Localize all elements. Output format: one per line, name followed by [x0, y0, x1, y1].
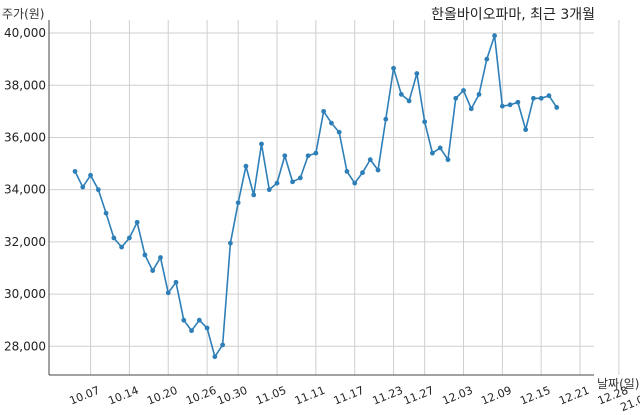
- data-point: [554, 105, 560, 110]
- grid-layer: [49, 20, 620, 375]
- chart-title: 한올바이오파마, 최근 3개월: [431, 7, 595, 23]
- data-point: [367, 157, 373, 163]
- data-point: [72, 169, 78, 174]
- data-point: [126, 235, 132, 241]
- x-tick-label: 10.20: [145, 384, 179, 408]
- data-point: [546, 93, 552, 99]
- x-tick-label: 11.11: [293, 384, 327, 408]
- data-point: [158, 255, 163, 260]
- data-point: [142, 252, 148, 258]
- y-tick-label: 30,000: [4, 287, 46, 301]
- data-point: [461, 88, 466, 93]
- data-point: [119, 244, 125, 250]
- data-point: [220, 342, 226, 348]
- data-point: [391, 65, 396, 71]
- data-point: [103, 210, 109, 216]
- data-point: [422, 119, 428, 125]
- data-point: [228, 240, 233, 246]
- data-point: [259, 141, 264, 147]
- data-point: [111, 235, 117, 241]
- data-point: [196, 317, 202, 323]
- data-point: [515, 99, 521, 105]
- x-axis-label: 날짜(일): [597, 377, 639, 391]
- data-point: [313, 150, 319, 156]
- data-point: [329, 120, 334, 126]
- x-tick-label: 12.21: [557, 384, 591, 408]
- y-tick-label: 28,000: [4, 339, 46, 353]
- series-layer: [72, 33, 560, 360]
- data-point: [189, 328, 194, 334]
- data-point: [538, 95, 544, 101]
- data-point: [437, 145, 443, 151]
- data-point: [251, 192, 257, 198]
- y-tick-label: 40,000: [4, 26, 46, 40]
- data-point: [360, 170, 365, 176]
- data-point: [344, 169, 350, 174]
- data-point: [321, 108, 327, 114]
- data-point: [235, 200, 241, 206]
- data-point: [492, 33, 497, 39]
- data-point: [484, 56, 490, 62]
- data-point: [414, 71, 420, 76]
- x-tick-label: 11.05: [254, 384, 288, 408]
- data-point: [476, 91, 482, 97]
- data-point: [274, 180, 280, 186]
- data-point: [453, 95, 459, 101]
- data-point: [282, 153, 288, 159]
- y-tick-label: 36,000: [4, 130, 46, 144]
- data-point: [80, 184, 86, 190]
- x-tick-label: 12.15: [518, 384, 552, 408]
- x-tick-label: 11.23: [371, 384, 405, 408]
- x-tick-label: 10.14: [106, 384, 140, 408]
- data-point: [375, 167, 381, 173]
- x-tick-label: 12.09: [479, 384, 513, 408]
- data-point: [499, 103, 505, 109]
- data-point: [398, 91, 404, 97]
- data-point: [88, 172, 93, 178]
- data-point: [290, 179, 295, 185]
- x-tick-label: 11.27: [402, 384, 436, 408]
- axis-layer: 28,000 30,000 32,000 34,000 36,000 38,000 40,0…: [4, 20, 640, 414]
- y-tick-label: 38,000: [4, 78, 46, 92]
- data-point: [297, 175, 303, 181]
- data-point: [531, 95, 536, 101]
- data-point: [150, 268, 156, 273]
- data-point: [383, 116, 389, 122]
- data-point: [523, 127, 529, 133]
- x-tick-label: 12.03: [441, 384, 475, 408]
- x-tick-label: 10.07: [68, 384, 102, 408]
- data-point: [445, 157, 451, 163]
- data-point: [468, 106, 474, 112]
- y-tick-label: 32,000: [4, 235, 46, 249]
- data-point: [243, 163, 249, 169]
- x-tick-label: 10.26: [184, 384, 218, 408]
- data-point: [352, 180, 358, 186]
- data-point: [212, 354, 218, 360]
- data-point: [134, 219, 140, 225]
- data-point: [181, 317, 187, 323]
- y-tick-label: 34,000: [4, 183, 46, 197]
- data-point: [173, 279, 179, 285]
- data-point: [305, 153, 311, 159]
- data-point: [204, 325, 210, 331]
- data-point: [266, 187, 272, 193]
- data-point: [406, 98, 412, 104]
- label-layer: 한올바이오파마, 최근 3개월 주가(원) 날짜(일): [2, 7, 639, 391]
- y-axis-label: 주가(원): [2, 7, 44, 21]
- data-point: [430, 150, 435, 156]
- data-point: [507, 102, 513, 108]
- data-point: [95, 187, 101, 193]
- data-point: [165, 290, 171, 296]
- x-tick-label: 10.30: [215, 384, 249, 408]
- data-point: [336, 129, 342, 135]
- x-tick-label: 11.17: [332, 384, 366, 408]
